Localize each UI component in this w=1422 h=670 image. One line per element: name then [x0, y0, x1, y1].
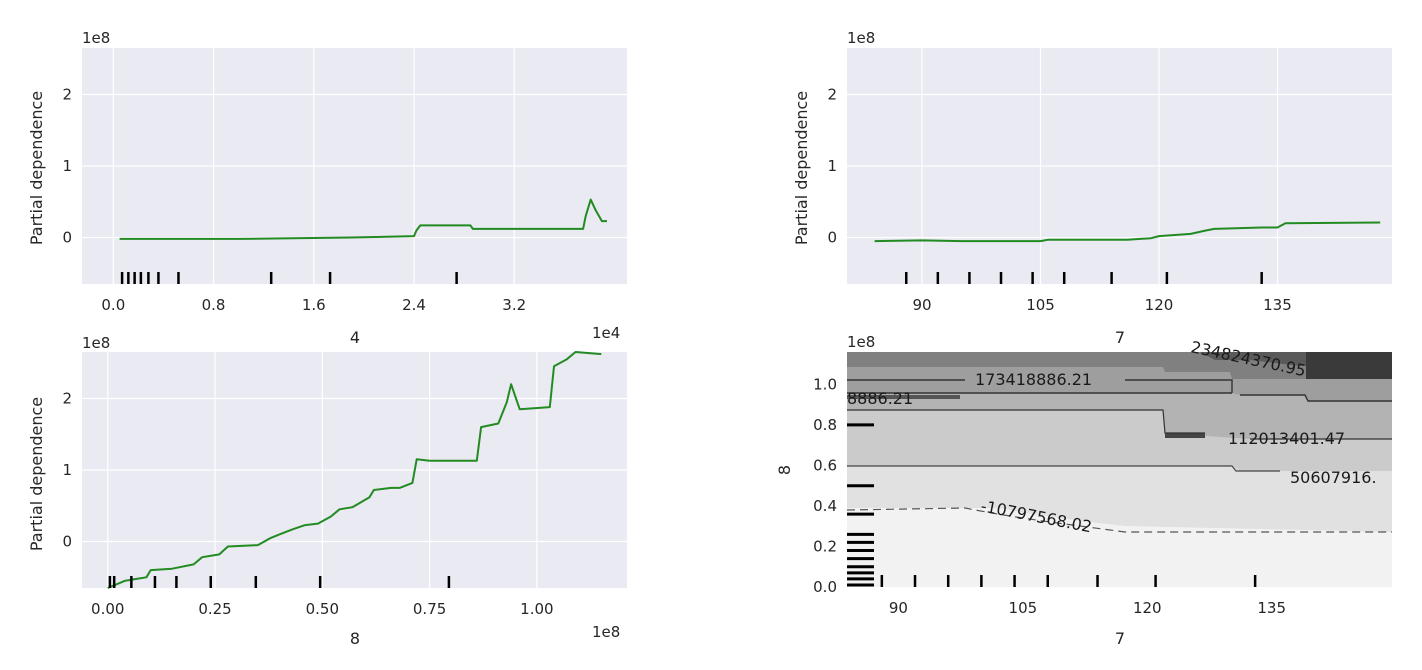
y-tick-labels: 0.0 0.2 0.4 0.6 0.8 1.0 [813, 375, 837, 596]
contour-label: 50607916. [1290, 468, 1377, 487]
y-tick-label: 0.2 [813, 537, 837, 555]
contour-band-top [1306, 352, 1392, 379]
y-axis-label: Partial dependence [27, 91, 46, 245]
pd-line [107, 351, 602, 589]
y-tick-label: 0.0 [813, 578, 837, 596]
series-line [107, 351, 602, 589]
y-tick-label: 0.8 [813, 416, 837, 434]
y-tick-label: 0 [62, 229, 72, 247]
rug-ticks [904, 272, 1263, 284]
x-tick-label: 105 [1009, 599, 1038, 617]
contour-label: 8886.21 [847, 389, 913, 408]
x-tick-label: 0.50 [306, 600, 339, 618]
x-axis-label: 4 [350, 328, 360, 347]
y-axis-label: Partial dependence [792, 91, 811, 245]
y-axis-label: 8 [775, 465, 794, 475]
x-tick-label: 135 [1257, 599, 1286, 617]
y-tick-label: 0 [827, 229, 837, 247]
x-tick-label: 0.75 [413, 600, 446, 618]
x-tick-label: 105 [1026, 296, 1055, 314]
pd-line [119, 198, 607, 240]
rug-ticks [120, 272, 458, 284]
x-tick-label: 3.2 [502, 296, 526, 314]
series-line [119, 198, 607, 240]
x-tick-label: 90 [912, 296, 931, 314]
x-tick-labels: 90 105 120 135 [912, 296, 1291, 314]
pd-plot-feature-8: 0.00 0.25 0.50 0.75 1.00 0 1 2 1e8 1e8 8 Parti… [27, 334, 627, 648]
y-tick-label: 0.6 [813, 456, 837, 474]
x-tick-label: 120 [1133, 599, 1162, 617]
pd-line [874, 221, 1381, 243]
x-axis-label: 7 [1115, 629, 1125, 648]
contour-dark-strip [847, 395, 960, 399]
grid [847, 48, 1392, 284]
y-multiplier: 1e8 [847, 29, 875, 47]
x-tick-label: 1.6 [302, 296, 326, 314]
x-tick-label: 1.00 [520, 600, 553, 618]
y-tick-label: 1 [827, 157, 837, 175]
x-tick-label: 90 [889, 599, 908, 617]
x-tick-label: 135 [1263, 296, 1292, 314]
x-tick-label: 120 [1145, 296, 1174, 314]
contour-dark-strip [1165, 433, 1205, 438]
y-tick-label: 0 [62, 533, 72, 551]
x-multiplier: 1e4 [592, 324, 620, 342]
x-tick-label: 0.0 [101, 296, 125, 314]
x-axis-label: 7 [1115, 328, 1125, 347]
contour-line [847, 379, 1392, 402]
x-tick-labels: 0.00 0.25 0.50 0.75 1.00 [91, 600, 554, 618]
contour-line [847, 465, 1280, 472]
pd-plot-feature-4: 0.0 0.8 1.6 2.4 3.2 0 1 2 1e8 1e4 4 Partial de… [27, 29, 627, 347]
series-line [874, 221, 1381, 243]
x-axis-label: 8 [350, 629, 360, 648]
y-multiplier: 1e8 [82, 29, 110, 47]
y-tick-label: 2 [62, 85, 72, 103]
y-tick-label: 1 [62, 461, 72, 479]
x-tick-label: 0.00 [91, 600, 124, 618]
x-multiplier: 1e8 [592, 623, 620, 641]
rug-ticks [847, 423, 1257, 587]
y-multiplier: 1e8 [847, 333, 875, 351]
grid [82, 352, 627, 588]
y-tick-label: 0.4 [813, 497, 837, 515]
contour-fill [847, 352, 1392, 587]
contour-line [847, 409, 1392, 440]
y-tick-label: 1 [62, 157, 72, 175]
y-multiplier: 1e8 [82, 334, 110, 352]
pd-contour-7-vs-8: 173418886.21 8886.21 234824370.95 112013… [775, 333, 1392, 648]
y-tick-label: 2 [62, 389, 72, 407]
y-tick-labels: 0 1 2 [827, 85, 837, 246]
y-tick-labels: 0 1 2 [62, 389, 72, 550]
contour-line-dashed [847, 507, 1392, 533]
x-tick-label: 0.25 [198, 600, 231, 618]
contour-label: 173418886.21 [975, 370, 1092, 389]
x-tick-label: 0.8 [202, 296, 226, 314]
x-tick-label: 2.4 [402, 296, 426, 314]
x-tick-labels: 0.0 0.8 1.6 2.4 3.2 [101, 296, 526, 314]
rug-ticks [108, 576, 451, 588]
y-axis-label: Partial dependence [27, 397, 46, 551]
y-tick-label: 1.0 [813, 375, 837, 393]
pd-plot-feature-7: 90 105 120 135 0 1 2 1e8 7 Partial dependence [792, 29, 1392, 347]
y-tick-label: 2 [827, 85, 837, 103]
x-tick-labels: 90 105 120 135 [889, 599, 1286, 617]
contour-label: 112013401.47 [1228, 429, 1345, 448]
y-tick-labels: 0 1 2 [62, 85, 72, 246]
